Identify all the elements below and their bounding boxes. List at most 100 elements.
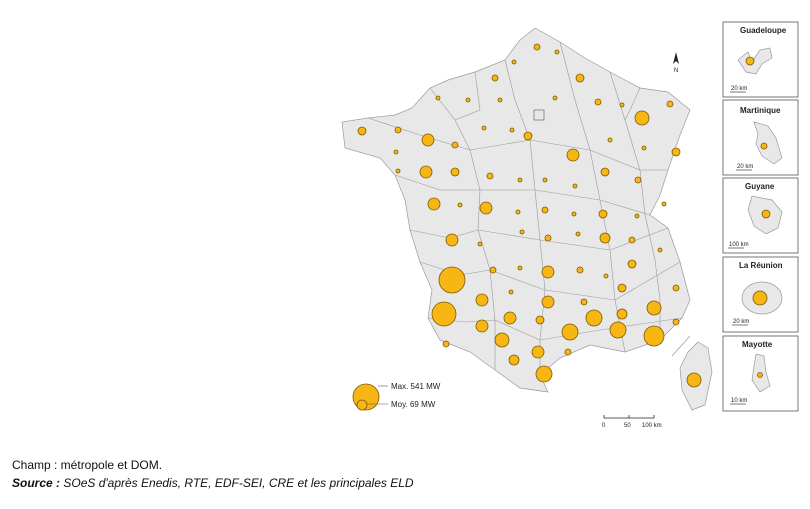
production-bubble <box>686 372 702 388</box>
production-bubble <box>394 126 402 134</box>
production-bubble <box>603 273 609 279</box>
production-bubble <box>552 95 558 101</box>
inset-scale-martinique: 20 km <box>737 164 753 170</box>
production-bubble <box>477 241 483 247</box>
production-bubble <box>445 233 459 247</box>
production-bubble <box>616 308 628 320</box>
production-bubble <box>511 59 517 65</box>
legend-avg-label: Moy. 69 MW <box>391 400 436 409</box>
production-bubble <box>494 332 510 348</box>
production-bubble <box>564 348 572 356</box>
production-bubble <box>427 197 441 211</box>
north-arrow-icon <box>673 52 679 64</box>
scale-label-100: 100 km <box>642 423 662 429</box>
inset-title-reunion: La Réunion <box>739 261 783 270</box>
insets: Guadeloupe 20 km Martinique 20 km Guyane… <box>722 21 799 412</box>
production-bubble <box>580 298 588 306</box>
inset-scale-reunion: 20 km <box>733 319 749 325</box>
production-bubble <box>438 266 466 294</box>
production-bubble <box>535 365 553 383</box>
inset-martinique: Martinique 20 km <box>722 99 799 176</box>
production-bubble <box>541 265 555 279</box>
production-bubble <box>575 73 585 83</box>
inset-title-guadeloupe: Guadeloupe <box>740 26 787 35</box>
production-bubble <box>641 145 647 151</box>
production-bubble <box>666 100 674 108</box>
production-bubble <box>566 148 580 162</box>
production-bubble <box>457 202 463 208</box>
production-bubble <box>672 284 680 292</box>
production-bubble <box>531 345 545 359</box>
production-bubble <box>599 232 611 244</box>
production-bubble <box>600 167 610 177</box>
france-outline <box>341 27 691 393</box>
production-bubble <box>486 172 494 180</box>
production-bubble <box>517 177 523 183</box>
production-bubble <box>617 283 627 293</box>
production-bubble <box>634 213 640 219</box>
production-bubble <box>585 309 603 327</box>
production-bubble <box>503 311 517 325</box>
caption-scope: Champ : métropole et DOM. <box>12 458 163 472</box>
production-bubble <box>554 49 560 55</box>
production-bubble <box>544 234 552 242</box>
production-bubble <box>435 95 441 101</box>
production-bubble <box>535 315 545 325</box>
production-bubble <box>607 137 613 143</box>
production-bubble <box>671 147 681 157</box>
north-label: N <box>674 68 678 74</box>
production-bubble <box>465 97 471 103</box>
production-bubble <box>572 183 578 189</box>
inset-mayotte: Mayotte 10 km <box>722 335 799 412</box>
production-bubble <box>442 340 450 348</box>
production-bubble <box>575 231 581 237</box>
production-bubble <box>481 125 487 131</box>
production-bubble <box>421 133 435 147</box>
production-bubble <box>508 354 520 366</box>
production-bubble <box>661 201 667 207</box>
production-bubble <box>634 176 642 184</box>
caption-source: Source : SOeS d'après Enedis, RTE, EDF-S… <box>12 476 414 490</box>
production-bubble <box>497 97 503 103</box>
production-bubble <box>619 102 625 108</box>
production-bubble <box>634 110 650 126</box>
production-bubble <box>419 165 433 179</box>
legend: Max. 541 MW Moy. 69 MW <box>352 382 441 411</box>
scale-bar: 0 50 100 km <box>602 415 662 429</box>
production-bubble <box>598 209 608 219</box>
source-text: SOeS d'après Enedis, RTE, EDF-SEI, CRE e… <box>60 476 414 490</box>
production-bubble <box>571 211 577 217</box>
production-bubble <box>489 266 497 274</box>
production-bubble <box>519 229 525 235</box>
production-bubble <box>431 301 457 327</box>
production-bubble <box>491 74 499 82</box>
production-bubble <box>357 126 367 136</box>
legend-max-label: Max. 541 MW <box>391 382 441 391</box>
production-bubble <box>533 43 541 51</box>
inset-title-guyane: Guyane <box>745 182 775 191</box>
inset-scale-mayotte: 10 km <box>731 398 747 404</box>
scale-label-0: 0 <box>602 423 606 429</box>
production-bubble <box>450 167 460 177</box>
production-bubble <box>517 265 523 271</box>
production-bubble <box>672 318 680 326</box>
production-bubble <box>393 149 399 155</box>
production-bubble <box>628 236 636 244</box>
inset-guyane: Guyane 100 km <box>722 177 799 254</box>
production-bubble <box>509 127 515 133</box>
production-bubble <box>515 209 521 215</box>
production-bubble <box>609 321 627 339</box>
production-bubble <box>508 289 514 295</box>
inset-scale-guyane: 100 km <box>729 242 749 248</box>
production-bubble <box>541 206 549 214</box>
inset-guadeloupe: Guadeloupe 20 km <box>722 21 799 98</box>
production-bubble <box>657 247 663 253</box>
north-arrow: N <box>673 52 679 74</box>
inset-title-martinique: Martinique <box>740 106 781 115</box>
production-bubble <box>475 293 489 307</box>
france-mainland <box>341 27 713 411</box>
source-label: Source : <box>12 476 61 490</box>
production-bubble <box>561 323 579 341</box>
production-bubble <box>627 259 637 269</box>
